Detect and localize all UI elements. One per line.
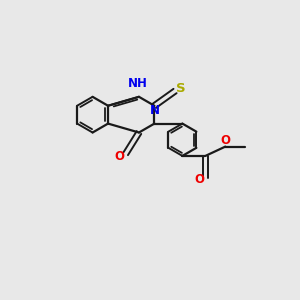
Text: S: S (176, 82, 185, 95)
Text: O: O (195, 173, 205, 186)
Text: NH: NH (128, 77, 147, 90)
Text: N: N (149, 104, 159, 117)
Text: O: O (115, 150, 125, 163)
Text: O: O (220, 134, 230, 147)
